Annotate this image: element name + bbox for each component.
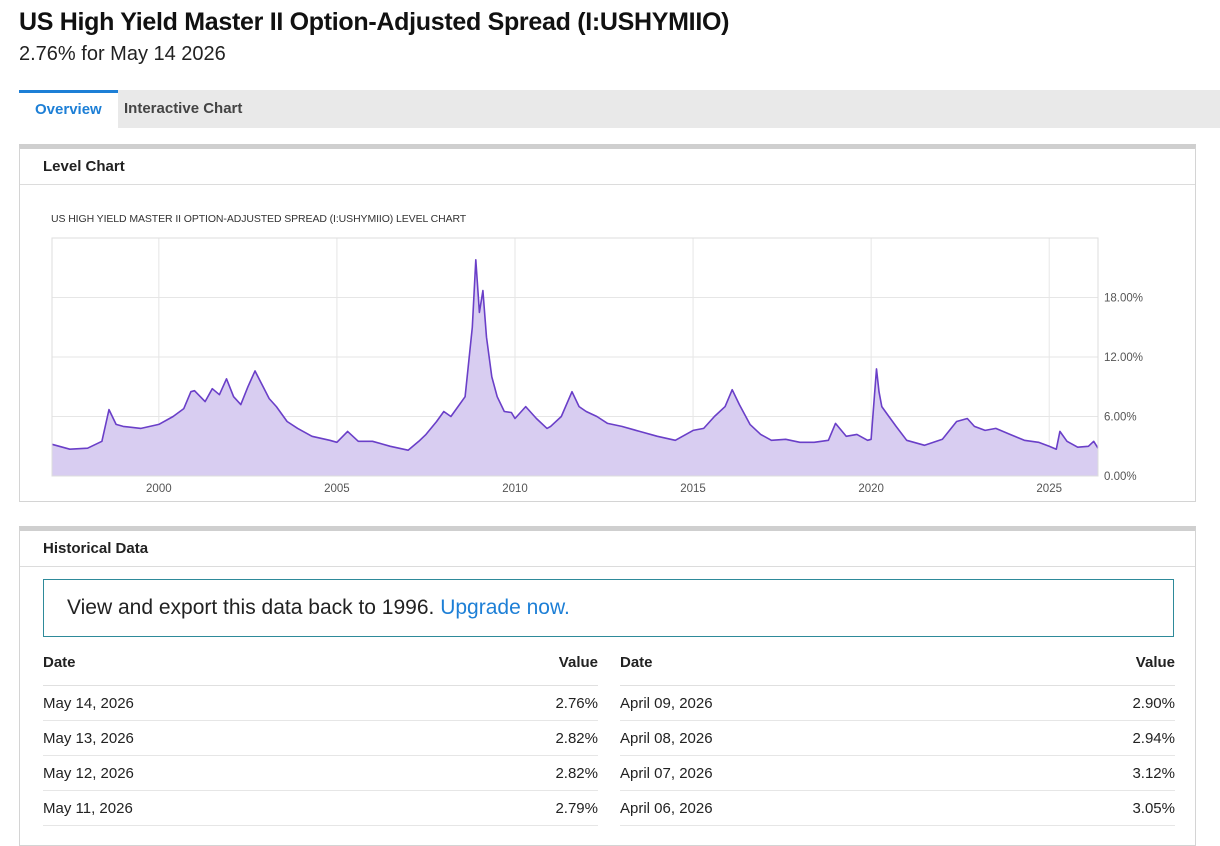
tab-overview[interactable]: Overview	[19, 90, 118, 128]
x-tick-label: 2000	[146, 483, 172, 495]
level-chart-panel: Level Chart US HIGH YIELD MASTER II OPTI…	[19, 144, 1196, 502]
table-header: Date Value	[43, 651, 598, 686]
tab-bar: Overview Interactive Chart	[19, 90, 1220, 128]
series-line	[51, 259, 1099, 451]
table-header: Date Value	[620, 651, 1175, 686]
row-value: 3.05%	[1132, 800, 1175, 817]
row-value: 2.76%	[555, 695, 598, 712]
level-chart-header: Level Chart	[20, 149, 1195, 185]
row-value: 3.12%	[1132, 765, 1175, 782]
table-row: May 12, 2026 2.82%	[43, 756, 598, 791]
row-value: 2.94%	[1132, 730, 1175, 747]
plot-frame	[51, 237, 1099, 477]
y-tick-label: 6.00%	[1104, 412, 1137, 424]
x-tick-label: 2015	[680, 483, 706, 495]
row-date: April 09, 2026	[620, 695, 713, 712]
row-value: 2.82%	[555, 765, 598, 782]
table-row: May 14, 2026 2.76%	[43, 686, 598, 721]
row-date: April 08, 2026	[620, 730, 713, 747]
series-area	[52, 259, 1098, 476]
upgrade-banner: View and export this data back to 1996. …	[43, 579, 1174, 637]
historical-table-left: Date Value May 14, 2026 2.76% May 13, 20…	[43, 651, 598, 826]
column-header-value[interactable]: Value	[1135, 654, 1175, 671]
x-tick-label: 2025	[1036, 483, 1062, 495]
row-date: May 14, 2026	[43, 695, 134, 712]
y-tick-label: 18.00%	[1104, 293, 1143, 305]
table-row: April 06, 2026 3.05%	[620, 791, 1175, 826]
table-row: April 07, 2026 3.12%	[620, 756, 1175, 791]
x-tick-label: 2010	[502, 483, 528, 495]
historical-table-right: Date Value April 09, 2026 2.90% April 08…	[620, 651, 1175, 826]
y-tick-label: 12.00%	[1104, 352, 1143, 364]
row-value: 2.82%	[555, 730, 598, 747]
table-row: April 09, 2026 2.90%	[620, 686, 1175, 721]
column-header-date[interactable]: Date	[43, 654, 76, 671]
x-tick-label: 2020	[858, 483, 884, 495]
latest-value-subtitle: 2.76% for May 14 2026	[19, 43, 226, 65]
table-row: April 08, 2026 2.94%	[620, 721, 1175, 756]
y-axis-ticks: 0.00% 6.00% 12.00% 18.00%	[1104, 293, 1143, 484]
row-date: April 07, 2026	[620, 765, 713, 782]
row-date: April 06, 2026	[620, 800, 713, 817]
tab-interactive-chart[interactable]: Interactive Chart	[124, 100, 243, 117]
chart-title: US HIGH YIELD MASTER II OPTION-ADJUSTED …	[51, 213, 467, 225]
y-tick-label: 0.00%	[1104, 471, 1137, 483]
column-header-date[interactable]: Date	[620, 654, 653, 671]
upgrade-now-link[interactable]: Upgrade now.	[440, 596, 570, 619]
upgrade-banner-text: View and export this data back to 1996.	[67, 596, 435, 619]
row-date: May 11, 2026	[43, 800, 133, 817]
page-title: US High Yield Master II Option-Adjusted …	[19, 8, 730, 36]
table-row: May 13, 2026 2.82%	[43, 721, 598, 756]
row-date: May 12, 2026	[43, 765, 134, 782]
column-header-value[interactable]: Value	[558, 654, 598, 671]
level-chart[interactable]: 2000 2005 2010 2015 2020 2025 0.00% 6.00% 12.00…	[20, 149, 1195, 502]
x-axis-ticks: 2000 2005 2010 2015 2020 2025	[146, 483, 1062, 495]
row-date: May 13, 2026	[43, 730, 134, 747]
row-value: 2.90%	[1132, 695, 1175, 712]
table-row: May 11, 2026 2.79%	[43, 791, 598, 826]
historical-data-header: Historical Data	[20, 531, 1195, 567]
historical-data-panel: Historical Data View and export this dat…	[19, 526, 1196, 846]
row-value: 2.79%	[555, 800, 598, 817]
x-tick-label: 2005	[324, 483, 350, 495]
